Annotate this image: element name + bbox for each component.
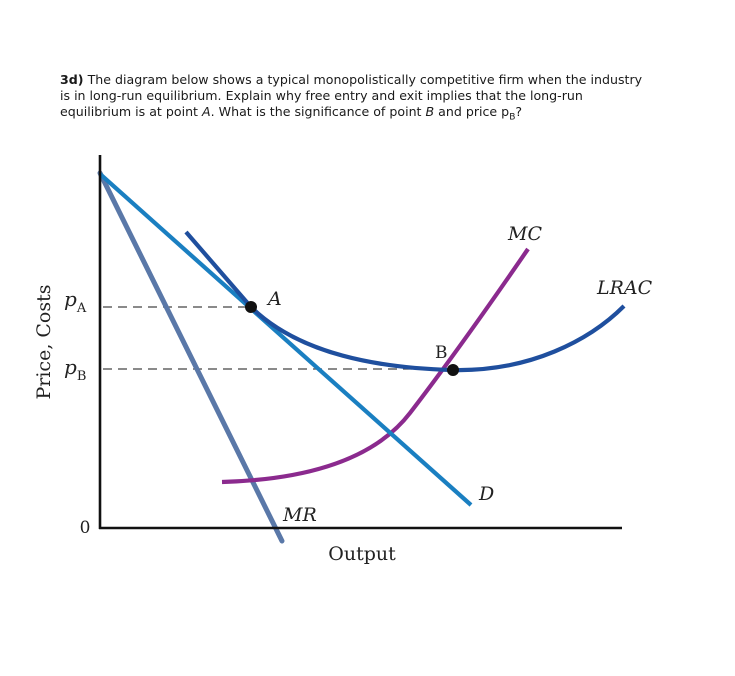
question-line-3-mid: . What is the significance of point bbox=[210, 104, 426, 119]
point-b-marker bbox=[447, 364, 459, 376]
mr-curve bbox=[97, 170, 285, 544]
mc-label: MC bbox=[507, 223, 542, 245]
question-line-3-end: ? bbox=[515, 104, 523, 119]
y-axis-label: Price, Costs bbox=[33, 284, 55, 399]
point-b-label: B bbox=[435, 343, 448, 363]
lrac-label: LRAC bbox=[596, 277, 653, 299]
question-number: 3d) bbox=[60, 72, 84, 87]
point-a-marker bbox=[245, 301, 257, 313]
price-a-label: pA bbox=[64, 287, 87, 316]
x-axis-label: Output bbox=[328, 543, 396, 565]
question-line-1: The diagram below shows a typical monopo… bbox=[87, 72, 643, 87]
question-line-3-pre: equilibrium is at point bbox=[60, 104, 202, 119]
point-a-label: A bbox=[266, 288, 282, 310]
question-line-3-post: and price p bbox=[434, 104, 510, 119]
question-point-a: A bbox=[202, 104, 211, 119]
question-point-b: B bbox=[425, 104, 435, 119]
question-price-sub: B bbox=[509, 112, 516, 123]
mc-curve bbox=[221, 247, 530, 485]
origin-label: 0 bbox=[80, 518, 91, 538]
price-b-label: pB bbox=[64, 355, 86, 384]
question-text: 3d) The diagram below shows a typical mo… bbox=[60, 72, 700, 126]
demand-label: D bbox=[478, 483, 494, 505]
mr-label: MR bbox=[282, 504, 317, 526]
demand-curve bbox=[98, 172, 473, 507]
question-line-2: is in long-run equilibrium. Explain why … bbox=[60, 88, 583, 103]
